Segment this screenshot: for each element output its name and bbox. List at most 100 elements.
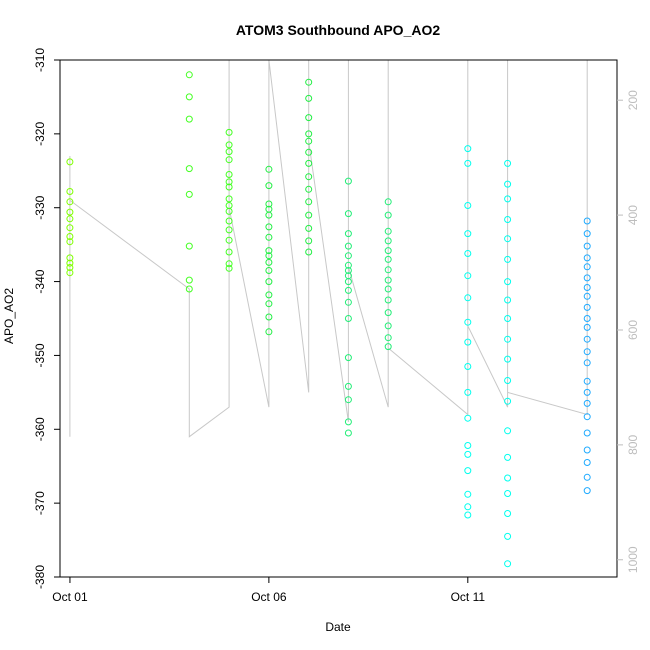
- data-point: [384, 276, 392, 284]
- data-point: [464, 338, 472, 346]
- data-point: [344, 210, 352, 218]
- data-point: [305, 237, 313, 245]
- data-point: [185, 71, 193, 79]
- data-point: [504, 355, 512, 363]
- data-point: [344, 429, 352, 437]
- data-point: [265, 200, 273, 208]
- data-point: [384, 247, 392, 255]
- data-point: [225, 226, 233, 234]
- data-point: [344, 382, 352, 390]
- chart-title: ATOM3 Southbound APO_AO2: [236, 22, 441, 38]
- data-point: [305, 173, 313, 181]
- data-point: [504, 315, 512, 322]
- data-point: [225, 148, 233, 156]
- data-point: [464, 490, 472, 498]
- data-point: [185, 190, 193, 198]
- data-point: [305, 114, 313, 122]
- data-point: [305, 224, 313, 232]
- data-point: [225, 260, 233, 268]
- data-point: [464, 272, 472, 280]
- data-point: [344, 286, 352, 294]
- data-point: [344, 242, 352, 250]
- data-point: [504, 397, 512, 405]
- data-point: [464, 503, 472, 511]
- data-point: [66, 158, 74, 166]
- data-point: [464, 250, 472, 257]
- points-layer: [66, 71, 591, 568]
- data-point: [265, 182, 273, 190]
- data-point: [464, 414, 472, 422]
- data-point: [504, 235, 512, 243]
- trajectory-line: [69, 60, 588, 438]
- data-point: [583, 217, 591, 225]
- data-point: [265, 291, 273, 299]
- data-point: [305, 94, 313, 102]
- y-tick-label: -310: [33, 48, 47, 72]
- data-point: [305, 159, 313, 167]
- data-point: [66, 198, 74, 206]
- data-point: [185, 93, 193, 101]
- data-point: [504, 377, 512, 384]
- data-point: [583, 459, 591, 466]
- right-tick-label: 800: [626, 435, 640, 455]
- data-point: [66, 238, 74, 246]
- data-point: [504, 255, 512, 263]
- data-point: [344, 267, 352, 274]
- data-point: [344, 261, 352, 269]
- data-point: [344, 252, 352, 260]
- data-point: [66, 224, 74, 232]
- data-point: [344, 354, 352, 362]
- trajectory-layer: [69, 60, 588, 438]
- data-point: [225, 128, 233, 136]
- data-point: [464, 294, 472, 302]
- data-point: [464, 388, 472, 396]
- data-point: [464, 363, 472, 370]
- data-point: [344, 278, 352, 286]
- data-point: [185, 165, 193, 173]
- data-point: [583, 348, 591, 356]
- data-point: [583, 284, 591, 291]
- data-point: [265, 313, 273, 321]
- data-point: [504, 490, 512, 497]
- data-point: [384, 237, 392, 245]
- right-tick-label: 400: [626, 205, 640, 225]
- data-point: [265, 328, 273, 336]
- data-point: [464, 318, 472, 326]
- data-point: [583, 487, 591, 495]
- data-point: [464, 442, 472, 449]
- data-point: [265, 278, 273, 286]
- data-point: [464, 230, 472, 238]
- data-point: [384, 296, 392, 304]
- data-point: [225, 195, 233, 203]
- data-point: [464, 159, 472, 167]
- data-point: [305, 130, 313, 138]
- data-point: [66, 264, 74, 271]
- data-point: [504, 427, 512, 435]
- data-point: [305, 198, 313, 206]
- data-point: [583, 303, 591, 311]
- data-point: [504, 335, 512, 343]
- data-point: [344, 298, 352, 306]
- data-point: [583, 413, 591, 421]
- data-point: [225, 141, 233, 149]
- data-point: [384, 334, 392, 342]
- data-point: [344, 396, 352, 404]
- data-point: [225, 156, 233, 164]
- data-point: [344, 177, 352, 185]
- data-point: [305, 211, 313, 219]
- data-point: [464, 467, 472, 475]
- data-point: [185, 285, 193, 293]
- data-point: [225, 236, 233, 244]
- data-point: [464, 145, 472, 153]
- data-point: [504, 296, 512, 304]
- data-point: [504, 278, 512, 286]
- data-point: [504, 560, 512, 568]
- data-point: [344, 230, 352, 238]
- data-point: [305, 148, 313, 156]
- data-point: [583, 242, 591, 250]
- y-tick-label: -340: [33, 269, 47, 293]
- data-point: [66, 215, 74, 223]
- data-point: [225, 183, 233, 191]
- data-point: [225, 207, 233, 215]
- data-point: [225, 217, 233, 225]
